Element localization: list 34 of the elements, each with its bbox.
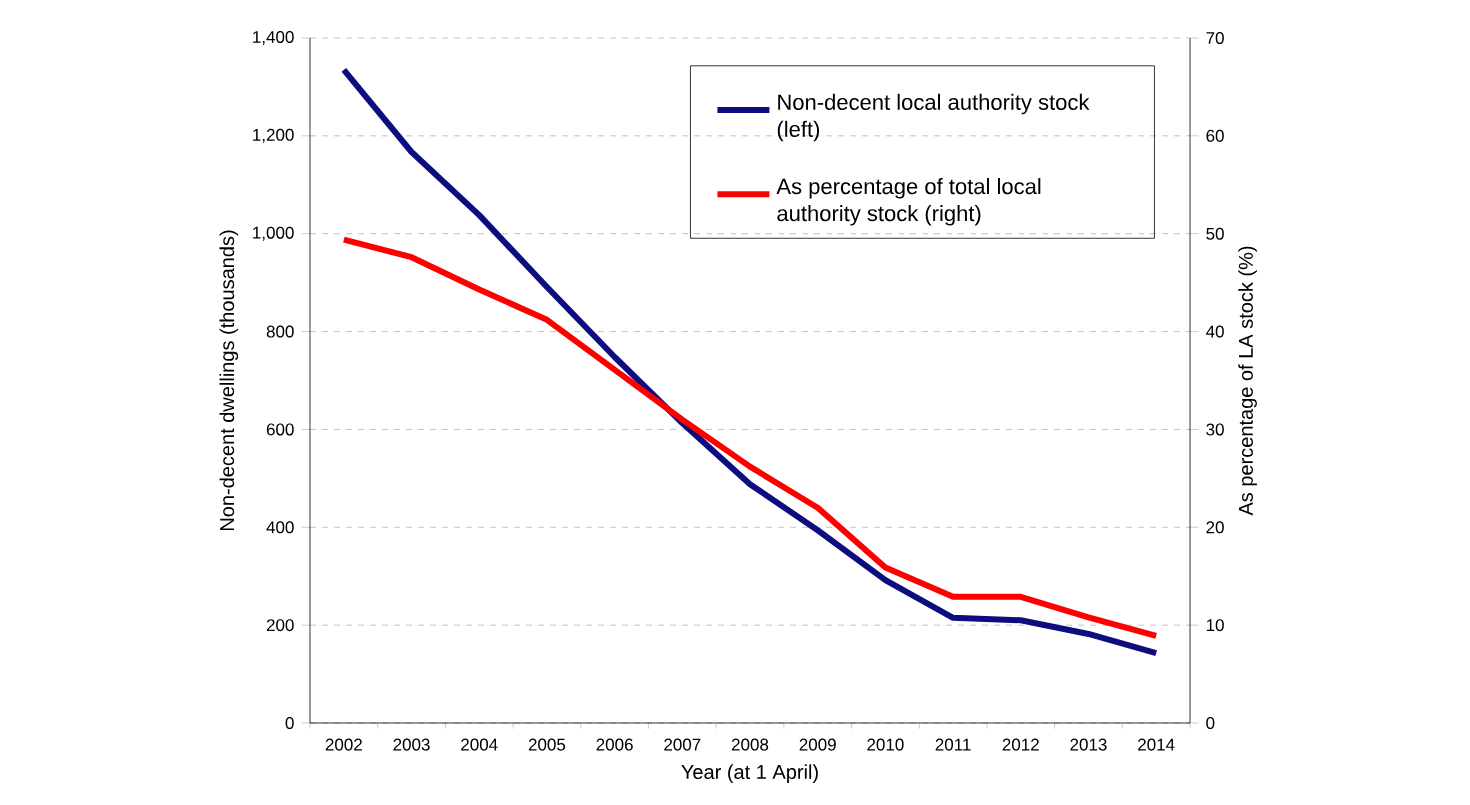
y-tick-label: 600 xyxy=(266,423,294,436)
y-axis-title: Non-decent dwellings (thousands) xyxy=(219,230,239,531)
x-tick-label: 2005 xyxy=(528,738,566,751)
y-tick-label: 0 xyxy=(285,717,294,730)
x-tick-label: 2010 xyxy=(867,738,904,751)
y2-tick-label: 10 xyxy=(1206,619,1224,632)
y2-axis-title: As percentage of LA stock (%) xyxy=(1238,246,1257,516)
y2-tick-label: 60 xyxy=(1206,129,1224,142)
x-tick-label: 2014 xyxy=(1138,738,1175,751)
x-tick-label: 2009 xyxy=(799,738,836,751)
y2-tick-label: 70 xyxy=(1206,32,1224,45)
y-tick-label: 800 xyxy=(266,325,294,338)
y2-tick-label: 40 xyxy=(1205,325,1224,338)
x-axis-title: Year (at 1 April) xyxy=(681,764,818,783)
y-tick-label: 200 xyxy=(266,619,294,632)
x-tick-label: 2007 xyxy=(664,738,701,751)
y-tick-label: 1,400 xyxy=(253,30,294,46)
y2-tick-label: 50 xyxy=(1206,227,1224,240)
x-tick-label: 2012 xyxy=(1002,738,1039,751)
x-tick-label: 2011 xyxy=(935,738,971,751)
y-tick-label: 1,000 xyxy=(253,226,294,241)
y-tick-label: 1,200 xyxy=(253,128,294,143)
y-tick-label: 400 xyxy=(266,521,294,534)
x-tick-label: 2008 xyxy=(731,738,769,751)
x-tick-label: 2003 xyxy=(393,738,430,751)
x-tick-label: 2006 xyxy=(596,738,633,751)
y2-tick-label: 30 xyxy=(1206,423,1224,436)
legend-label: Non-decent local authority stock (left) xyxy=(777,93,1090,142)
y2-tick-label: 0 xyxy=(1206,717,1215,730)
y2-tick-label: 20 xyxy=(1206,521,1224,534)
legend-label: As percentage of total local authority stock (right) xyxy=(776,178,1041,226)
x-tick-label: 2013 xyxy=(1070,738,1107,751)
x-tick-label: 2004 xyxy=(461,738,498,751)
x-tick-label: 2002 xyxy=(325,738,362,751)
